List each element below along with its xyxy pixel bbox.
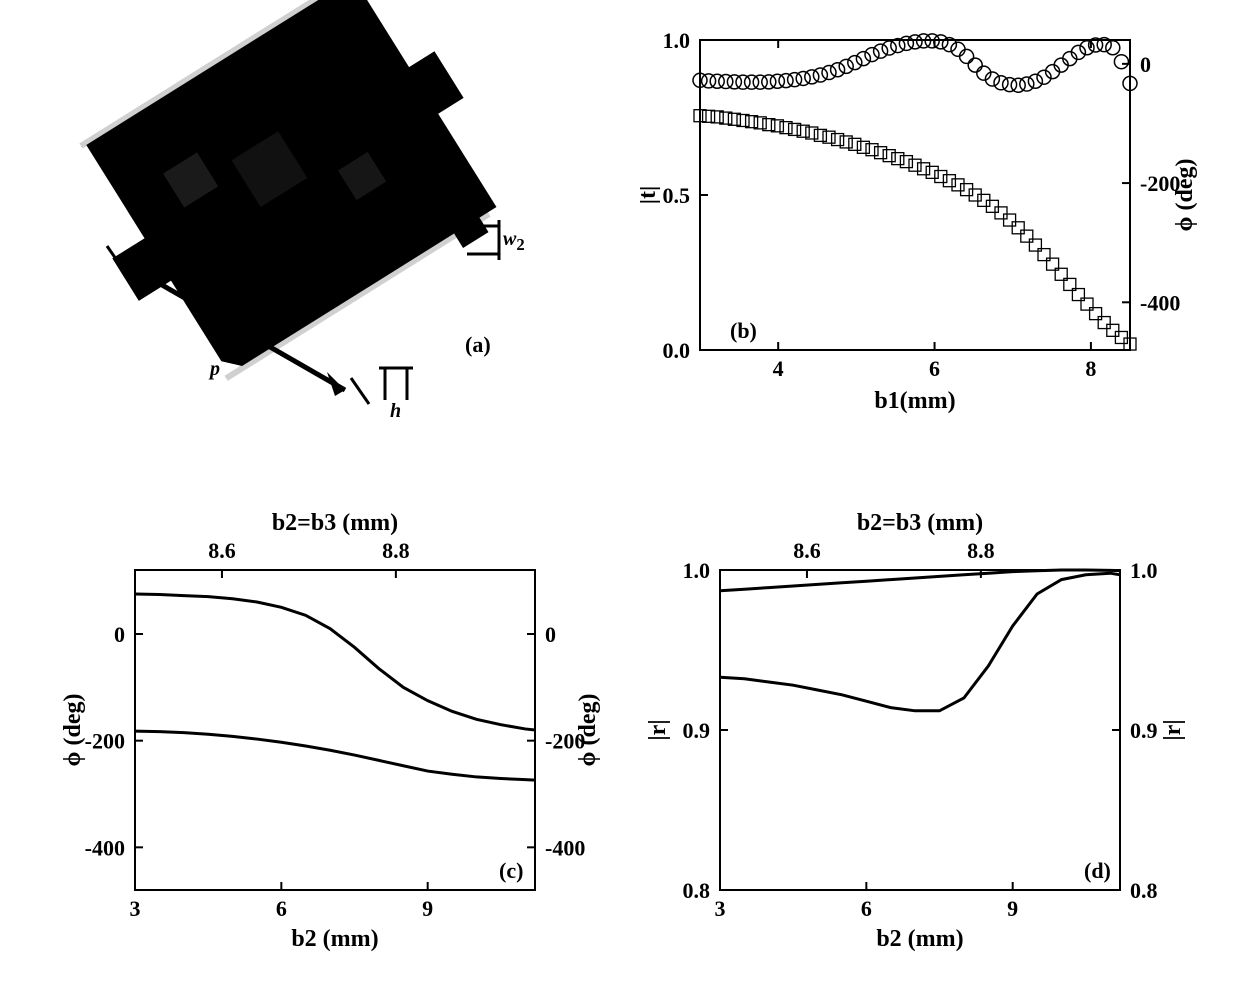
svg-text:8.6: 8.6	[208, 538, 236, 563]
svg-text:-400: -400	[545, 835, 585, 860]
panel-a-label: (a)	[465, 332, 491, 358]
svg-text:1.0: 1.0	[1130, 558, 1158, 583]
svg-text:-400: -400	[1140, 290, 1180, 315]
svg-text:-200: -200	[85, 729, 125, 754]
dim-label-w2: w2	[503, 228, 525, 255]
svg-text:1.0: 1.0	[683, 558, 711, 583]
svg-text:0: 0	[114, 622, 125, 647]
svg-text:8.6: 8.6	[793, 538, 821, 563]
svg-text:ϕ (deg): ϕ (deg)	[575, 694, 601, 767]
svg-text:0.8: 0.8	[1130, 878, 1158, 903]
svg-text:6: 6	[861, 896, 872, 921]
svg-text:|r|: |r|	[1160, 719, 1186, 740]
figure: p h w2 (a) 4 6 8 0.0 0.5 1.0 0 -200 -400 b1(mm) |t…	[0, 0, 1240, 995]
svg-text:3: 3	[130, 896, 141, 921]
svg-text:9: 9	[422, 896, 433, 921]
svg-text:|t|: |t|	[640, 186, 661, 205]
svg-text:6: 6	[276, 896, 287, 921]
svg-text:6: 6	[929, 356, 940, 381]
svg-text:0.8: 0.8	[683, 878, 711, 903]
svg-text:8: 8	[1085, 356, 1096, 381]
svg-text:0.0: 0.0	[663, 338, 691, 363]
svg-text:0: 0	[1140, 52, 1151, 77]
panel-d: 3 6 9 8.6 8.8 0.8 0.8 0.9 0.9 1.0 1.0 b2 (mm) b2=b3 …	[640, 500, 1200, 970]
svg-text:(b): (b)	[730, 318, 757, 343]
svg-text:b2=b3 (mm): b2=b3 (mm)	[272, 510, 398, 536]
svg-text:8.8: 8.8	[967, 538, 995, 563]
svg-text:8.8: 8.8	[382, 538, 410, 563]
svg-text:b2=b3 (mm): b2=b3 (mm)	[857, 510, 983, 536]
dim-label-h: h	[390, 400, 401, 423]
panel-c: 3698.68.800-200-200-400-400b2 (mm)b2=b3 …	[55, 500, 615, 970]
panel-a: p h w2 (a)	[55, 0, 555, 415]
svg-text:0.9: 0.9	[683, 718, 711, 743]
svg-text:ϕ (deg): ϕ (deg)	[60, 694, 86, 767]
svg-text:(c): (c)	[499, 858, 523, 883]
svg-text:4: 4	[773, 356, 784, 381]
svg-text:b2 (mm): b2 (mm)	[291, 926, 378, 952]
svg-text:b2 (mm): b2 (mm)	[876, 926, 963, 952]
svg-text:-400: -400	[85, 835, 125, 860]
svg-text:ϕ (deg): ϕ (deg)	[1172, 159, 1198, 232]
svg-text:0.5: 0.5	[663, 183, 691, 208]
svg-text:9: 9	[1007, 896, 1018, 921]
panel-b: 4680.00.51.00-200-400b1(mm)|t|ϕ (deg)(b)	[640, 30, 1200, 430]
svg-text:3: 3	[715, 896, 726, 921]
svg-text:(d): (d)	[1084, 858, 1111, 883]
svg-text:1.0: 1.0	[663, 30, 691, 53]
svg-text:0: 0	[545, 622, 556, 647]
svg-text:b1(mm): b1(mm)	[874, 388, 955, 414]
dim-bracket-h	[379, 368, 413, 400]
svg-text:|r|: |r|	[645, 719, 671, 740]
svg-text:0.9: 0.9	[1130, 718, 1158, 743]
dim-label-p: p	[210, 358, 220, 381]
